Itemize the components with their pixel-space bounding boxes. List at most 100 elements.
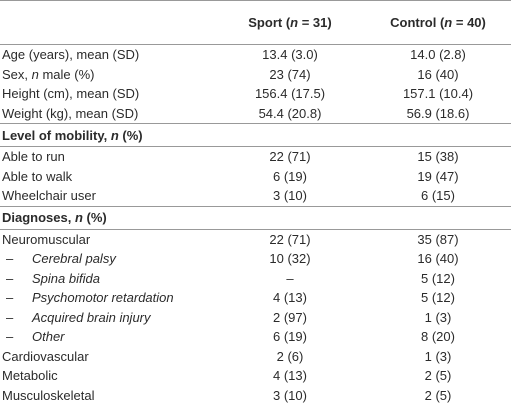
data-row: Age (years), mean (SD) 13.4 (3.0) 14.0 (2.… xyxy=(0,45,511,65)
value-cell: 1 (3) xyxy=(424,348,452,364)
value-cell: 2 (5) xyxy=(424,387,452,403)
section-row: Diagnoses, n (%) xyxy=(0,205,511,230)
value-cell: 2 (97) xyxy=(273,309,307,325)
data-row: Height (cm), mean (SD) 156.4 (17.5) 157.1 … xyxy=(0,84,511,104)
row-label: Diagnoses, n (%) xyxy=(0,205,511,230)
text: male (%) xyxy=(38,66,95,82)
text: Able to run xyxy=(2,149,65,165)
italic-text: Spina bifida xyxy=(32,270,100,286)
header-row: Sport (n = 31) Control (n = 40) xyxy=(0,0,511,45)
value-cell: 22 (71) xyxy=(269,149,311,165)
text: Musculoskeletal xyxy=(2,387,95,403)
italic-text: Acquired brain injury xyxy=(32,309,151,325)
value-cell: 56.9 (18.6) xyxy=(406,105,470,121)
value-cell: 6 (15) xyxy=(421,188,455,204)
value-cell: 35 (87) xyxy=(417,231,459,247)
value-cell: 16 (40) xyxy=(417,251,459,267)
data-row: Able to walk 6 (19) 19 (47) xyxy=(0,167,511,187)
value-cell: 5 (12) xyxy=(421,290,455,306)
dash: – xyxy=(6,251,14,267)
column-header: Control (n = 40) xyxy=(365,0,511,45)
text: Sex, xyxy=(2,66,32,82)
text: Neuromuscular xyxy=(2,231,91,247)
row-label: Height (cm), mean (SD) xyxy=(0,84,215,104)
text: Wheelchair user xyxy=(2,188,96,204)
text: Cardiovascular xyxy=(2,348,89,364)
text: Level of mobility, xyxy=(2,127,111,143)
value-cell: – xyxy=(286,270,294,286)
row-label: Weight (kg), mean (SD) xyxy=(0,104,215,124)
row-label: Age (years), mean (SD) xyxy=(0,45,215,65)
text: Metabolic xyxy=(2,368,58,384)
value-cell: 22 (71) xyxy=(269,231,311,247)
data-row: Neuromuscular 22 (71) 35 (87) xyxy=(0,229,511,249)
italic-text: Psychomotor retardation xyxy=(32,290,174,306)
text: = 31) xyxy=(298,15,332,30)
row-label: – Acquired brain injury xyxy=(0,308,215,328)
value-cell: 54.4 (20.8) xyxy=(258,105,322,121)
italic-text: n xyxy=(444,15,453,30)
dash: – xyxy=(6,290,14,306)
data-row: Sex, n male (%) 23 (74) 16 (40) xyxy=(0,65,511,85)
italic-text: Cerebral palsy xyxy=(32,251,116,267)
value-cell: 14.0 (2.8) xyxy=(410,47,466,63)
row-label: Able to run xyxy=(0,147,215,167)
data-row: Metabolic 4 (13) 2 (5) xyxy=(0,366,511,386)
data-row: – Cerebral palsy 10 (32) 16 (40) xyxy=(0,249,511,269)
text: Able to walk xyxy=(2,168,73,184)
row-label: Wheelchair user xyxy=(0,186,215,206)
value-cell: 4 (13) xyxy=(273,368,307,384)
text: (%) xyxy=(118,127,143,143)
value-cell: 15 (38) xyxy=(417,149,459,165)
dash: – xyxy=(6,270,14,286)
section-row: Level of mobility, n (%) xyxy=(0,123,511,147)
dash: – xyxy=(6,329,14,345)
row-label: Musculoskeletal xyxy=(0,386,215,406)
value-cell: 5 (12) xyxy=(421,270,455,286)
row-label: – Psychomotor retardation xyxy=(0,288,215,308)
value-cell: 2 (6) xyxy=(276,348,304,364)
data-table: Sport (n = 31) Control (n = 40) Age (year… xyxy=(0,0,511,406)
value-cell: 156.4 (17.5) xyxy=(254,86,326,102)
data-row: – Other 6 (19) 8 (20) xyxy=(0,327,511,347)
value-cell: 6 (19) xyxy=(273,168,307,184)
row-label: Cardiovascular xyxy=(0,347,215,367)
table-body: Age (years), mean (SD) 13.4 (3.0) 14.0 (2.… xyxy=(0,45,511,406)
dash: – xyxy=(6,309,14,325)
data-row: – Psychomotor retardation 4 (13) 5 (12) xyxy=(0,288,511,308)
data-row: Wheelchair user 3 (10) 6 (15) xyxy=(0,186,511,206)
italic-text: n xyxy=(110,127,119,143)
value-cell: 10 (32) xyxy=(269,251,311,267)
data-row: – Spina bifida – 5 (12) xyxy=(0,269,511,289)
data-row: Musculoskeletal 3 (10) 2 (5) xyxy=(0,386,511,406)
text: Height (cm), mean (SD) xyxy=(2,86,140,102)
row-label: Able to walk xyxy=(0,167,215,187)
value-cell: 13.4 (3.0) xyxy=(262,47,318,63)
text: Sport ( xyxy=(248,15,291,30)
value-cell: 157.1 (10.4) xyxy=(402,86,474,102)
italic-text: n xyxy=(31,66,39,82)
row-label: Sex, n male (%) xyxy=(0,65,215,85)
data-row: Able to run 22 (71) 15 (38) xyxy=(0,147,511,167)
value-cell: 3 (10) xyxy=(273,188,307,204)
italic-text: n xyxy=(290,15,299,30)
text: (%) xyxy=(82,210,107,225)
row-label: – Spina bifida xyxy=(0,269,215,289)
italic-text: n xyxy=(74,210,83,225)
row-label: Metabolic xyxy=(0,366,215,386)
text: = 40) xyxy=(452,15,486,30)
value-cell: 19 (47) xyxy=(417,168,459,184)
value-cell: 16 (40) xyxy=(417,66,459,82)
data-row: Weight (kg), mean (SD) 54.4 (20.8) 56.9 (1… xyxy=(0,104,511,124)
data-row: Cardiovascular 2 (6) 1 (3) xyxy=(0,347,511,367)
text: Age (years), mean (SD) xyxy=(2,47,140,63)
data-row: – Acquired brain injury 2 (97) 1 (3) xyxy=(0,308,511,328)
row-label: – Other xyxy=(0,327,215,347)
row-label: – Cerebral palsy xyxy=(0,249,215,269)
text: Diagnoses, xyxy=(2,210,75,225)
value-cell: 1 (3) xyxy=(424,309,452,325)
value-cell: 23 (74) xyxy=(269,66,311,82)
value-cell: 8 (20) xyxy=(421,329,455,345)
row-label: Neuromuscular xyxy=(0,229,215,249)
